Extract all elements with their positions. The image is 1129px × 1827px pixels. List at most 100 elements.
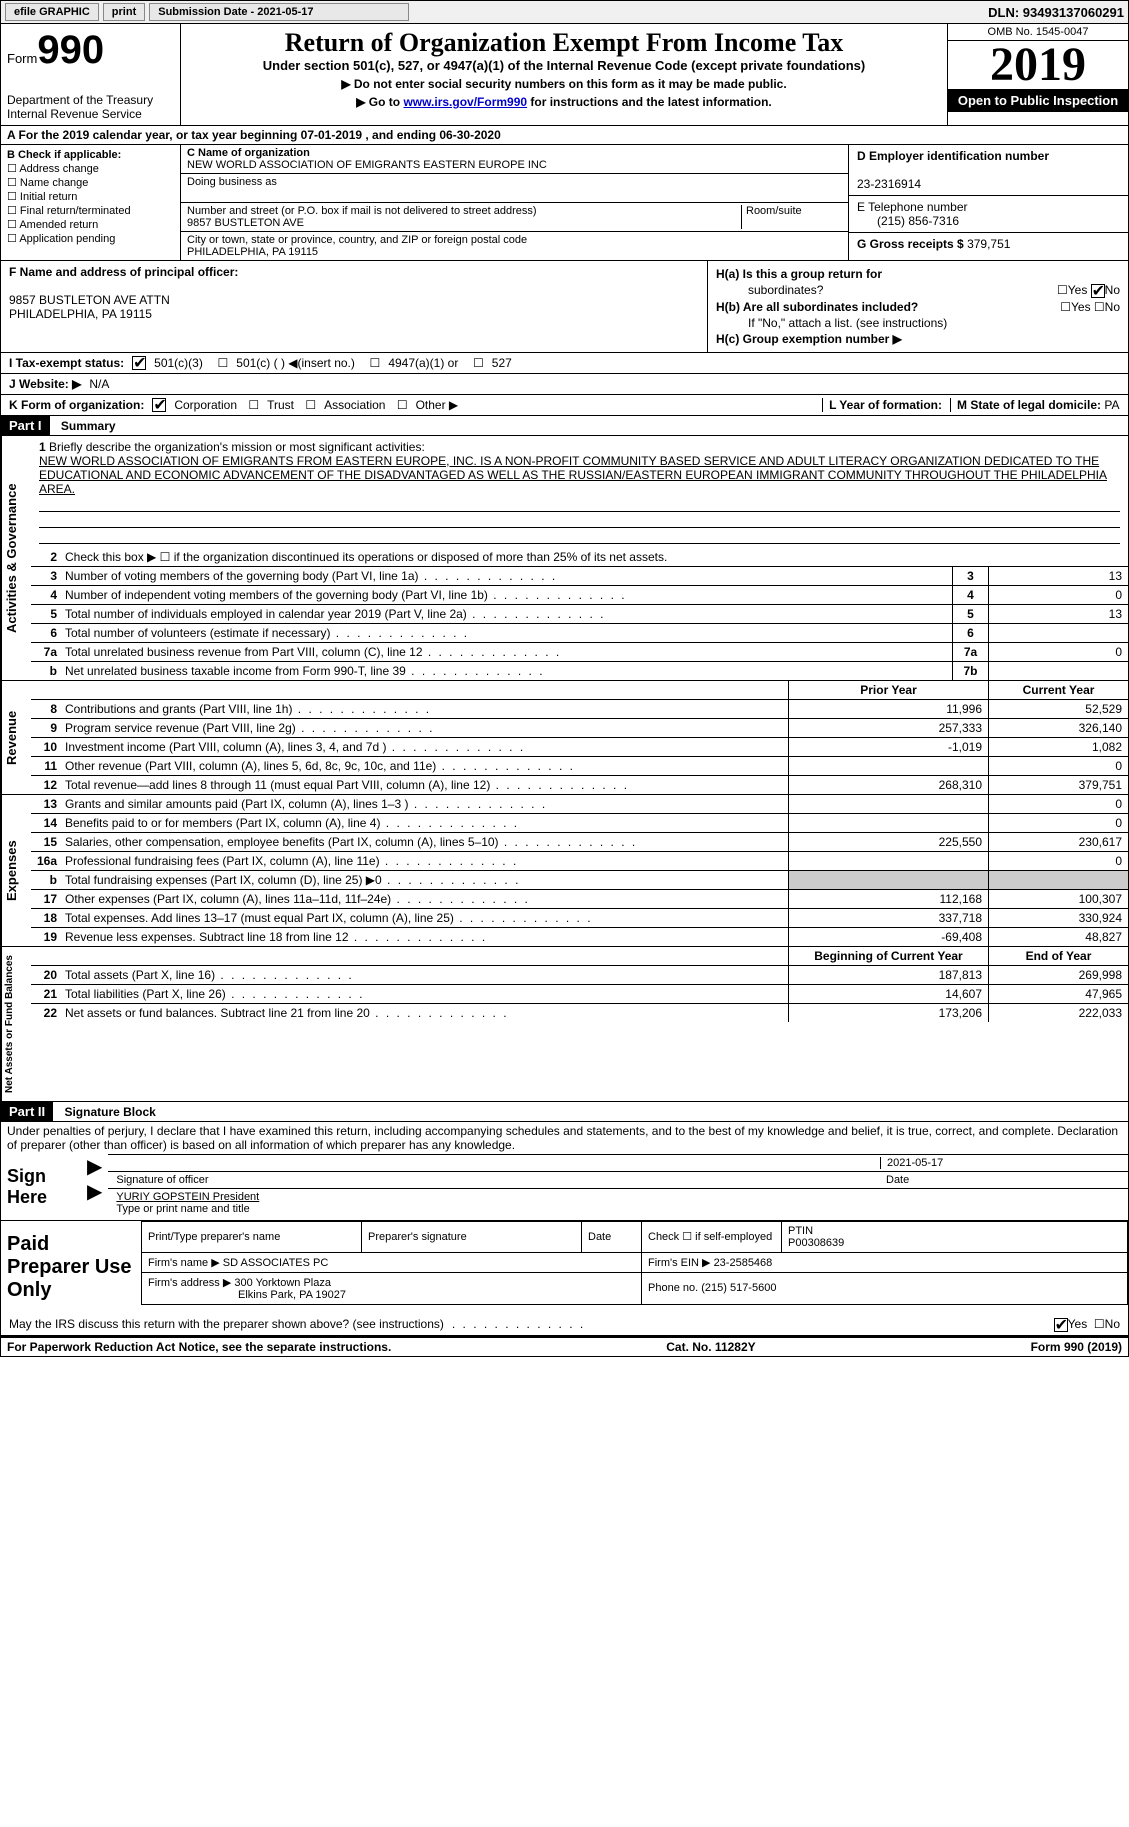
ha-label: H(a) Is this a group return for bbox=[716, 267, 882, 281]
period-row: A For the 2019 calendar year, or tax yea… bbox=[1, 126, 1128, 145]
part1-header: Part I bbox=[1, 416, 50, 435]
firm-ein: 23-2585468 bbox=[714, 1257, 773, 1269]
paid-prep-row: Paid Preparer Use Only Print/Type prepar… bbox=[1, 1220, 1128, 1314]
firm-addr: 300 Yorktown Plaza bbox=[234, 1277, 331, 1289]
cb-label: Initial return bbox=[20, 191, 77, 203]
sign-here-row: Sign Here ▶▶ 2021-05-17 Signature of off… bbox=[1, 1154, 1128, 1220]
hb-label: H(b) Are all subordinates included? bbox=[716, 300, 918, 314]
paperwork-notice: For Paperwork Reduction Act Notice, see … bbox=[7, 1340, 391, 1354]
main-title: Return of Organization Exempt From Incom… bbox=[189, 28, 939, 58]
current-year-hdr: Current Year bbox=[988, 681, 1128, 699]
officer-addr2: PHILADELPHIA, PA 19115 bbox=[9, 307, 699, 321]
box-d: D Employer identification number 23-2316… bbox=[848, 145, 1128, 260]
footer: For Paperwork Reduction Act Notice, see … bbox=[1, 1336, 1128, 1356]
opt-527: 527 bbox=[492, 356, 512, 370]
box-c: C Name of organization NEW WORLD ASSOCIA… bbox=[181, 145, 848, 260]
discuss-text: May the IRS discuss this return with the… bbox=[9, 1317, 444, 1331]
cb-address-change[interactable]: ☐ Address change bbox=[7, 162, 174, 175]
sign-here: Sign Here bbox=[1, 1154, 81, 1220]
officer-name: YURIY GOPSTEIN President bbox=[116, 1191, 259, 1203]
print-button[interactable]: print bbox=[103, 3, 145, 21]
cat-no: Cat. No. 11282Y bbox=[666, 1340, 755, 1354]
dba-label: Doing business as bbox=[187, 176, 277, 188]
q1-label: Briefly describe the organization's miss… bbox=[49, 440, 425, 454]
phone-label: E Telephone number bbox=[857, 200, 968, 214]
summary-line: 8Contributions and grants (Part VIII, li… bbox=[31, 699, 1128, 718]
summary-line: 6Total number of volunteers (estimate if… bbox=[31, 623, 1128, 642]
paid-preparer: Paid Preparer Use Only bbox=[1, 1221, 141, 1314]
ptin-value: P00308639 bbox=[788, 1237, 844, 1249]
cb-label: Final return/terminated bbox=[20, 205, 131, 217]
row-j: J Website: ▶ N/A bbox=[1, 374, 1128, 395]
cb-corp[interactable] bbox=[152, 398, 166, 412]
ha-sub: subordinates? bbox=[716, 283, 823, 297]
form-ref: Form 990 (2019) bbox=[1031, 1340, 1122, 1354]
opt-4947: 4947(a)(1) or bbox=[388, 356, 458, 370]
open-public: Open to Public Inspection bbox=[948, 89, 1128, 112]
part2-header: Part II bbox=[1, 1102, 53, 1121]
ein-value: 23-2316914 bbox=[857, 177, 921, 191]
form-prefix: Form bbox=[7, 51, 37, 66]
row-k-label: K Form of organization: bbox=[9, 398, 144, 412]
org-name: NEW WORLD ASSOCIATION OF EMIGRANTS EASTE… bbox=[187, 159, 547, 171]
sig-date: 2021-05-17 bbox=[880, 1157, 1120, 1169]
hb-note: If "No," attach a list. (see instruction… bbox=[716, 316, 947, 330]
q2-text: Check this box ▶ ☐ if the organization d… bbox=[61, 548, 1128, 566]
summary-line: 11Other revenue (Part VIII, column (A), … bbox=[31, 756, 1128, 775]
summary-line: 20Total assets (Part X, line 16)187,8132… bbox=[31, 965, 1128, 984]
irs-label: Internal Revenue Service bbox=[7, 107, 174, 121]
end-year-hdr: End of Year bbox=[988, 947, 1128, 965]
summary-line: 17Other expenses (Part IX, column (A), l… bbox=[31, 889, 1128, 908]
cb-name-change[interactable]: ☐ Name change bbox=[7, 176, 174, 189]
cb-app-pending[interactable]: ☐ Application pending bbox=[7, 232, 174, 245]
summary-line: bNet unrelated business taxable income f… bbox=[31, 661, 1128, 680]
rev-content: Prior Year Current Year 8Contributions a… bbox=[31, 681, 1128, 794]
firm-addr-label: Firm's address ▶ bbox=[148, 1277, 231, 1289]
side-net: Net Assets or Fund Balances bbox=[1, 947, 31, 1101]
efile-button[interactable]: efile GRAPHIC bbox=[5, 3, 99, 21]
info-section: B Check if applicable: ☐ Address change … bbox=[1, 145, 1128, 261]
opt-assoc: Association bbox=[324, 398, 385, 412]
prep-name-hdr: Print/Type preparer's name bbox=[142, 1221, 362, 1252]
box-b-label: B Check if applicable: bbox=[7, 149, 174, 161]
instr2-post: for instructions and the latest informat… bbox=[527, 95, 772, 109]
ha-no-checked[interactable] bbox=[1091, 284, 1105, 298]
hb-yesno: ☐Yes ☐No bbox=[1060, 300, 1120, 314]
expense-section: Expenses 13Grants and similar amounts pa… bbox=[1, 794, 1128, 946]
net-content: Beginning of Current Year End of Year 20… bbox=[31, 947, 1128, 1101]
summary-line: 16aProfessional fundraising fees (Part I… bbox=[31, 851, 1128, 870]
form-number: Form990 bbox=[7, 28, 174, 73]
firm-name-label: Firm's name ▶ bbox=[148, 1257, 220, 1269]
sig-officer-label: Signature of officer bbox=[116, 1174, 880, 1186]
box-f: F Name and address of principal officer:… bbox=[1, 261, 708, 352]
cb-amended[interactable]: ☐ Amended return bbox=[7, 218, 174, 231]
opt-trust: Trust bbox=[267, 398, 294, 412]
discuss-yes[interactable] bbox=[1054, 1318, 1068, 1332]
date-label: Date bbox=[880, 1174, 1120, 1186]
summary-line: 7aTotal unrelated business revenue from … bbox=[31, 642, 1128, 661]
opt-501c3: 501(c)(3) bbox=[154, 356, 203, 370]
irs-link[interactable]: www.irs.gov/Form990 bbox=[403, 95, 527, 109]
firm-ein-label: Firm's EIN ▶ bbox=[648, 1257, 711, 1269]
ha-yesno: ☐Yes No bbox=[1057, 283, 1120, 298]
ptin-label: PTIN bbox=[788, 1225, 813, 1237]
row-i-label: I Tax-exempt status: bbox=[9, 356, 124, 370]
row-j-label: J Website: ▶ bbox=[9, 377, 81, 391]
side-exp: Expenses bbox=[1, 795, 31, 946]
side-gov: Activities & Governance bbox=[1, 436, 31, 680]
phone-value: (215) 856-7316 bbox=[857, 214, 959, 228]
row-klm: K Form of organization: Corporation ☐ Tr… bbox=[1, 395, 1128, 416]
summary-line: 12Total revenue—add lines 8 through 11 (… bbox=[31, 775, 1128, 794]
prior-year-hdr: Prior Year bbox=[788, 681, 988, 699]
preparer-table: Print/Type preparer's name Preparer's si… bbox=[141, 1221, 1128, 1305]
row-m-label: M State of legal domicile: bbox=[957, 398, 1104, 412]
gov-content: 1 Briefly describe the organization's mi… bbox=[31, 436, 1128, 680]
cb-501c3[interactable] bbox=[132, 356, 146, 370]
mission-text: NEW WORLD ASSOCIATION OF EMIGRANTS FROM … bbox=[39, 454, 1107, 496]
city-label: City or town, state or province, country… bbox=[187, 234, 527, 246]
cb-initial-return[interactable]: ☐ Initial return bbox=[7, 190, 174, 203]
domicile-state: PA bbox=[1104, 398, 1119, 412]
cb-final-return[interactable]: ☐ Final return/terminated bbox=[7, 204, 174, 217]
submission-date: Submission Date - 2021-05-17 bbox=[149, 3, 409, 21]
summary-line: 22Net assets or fund balances. Subtract … bbox=[31, 1003, 1128, 1022]
